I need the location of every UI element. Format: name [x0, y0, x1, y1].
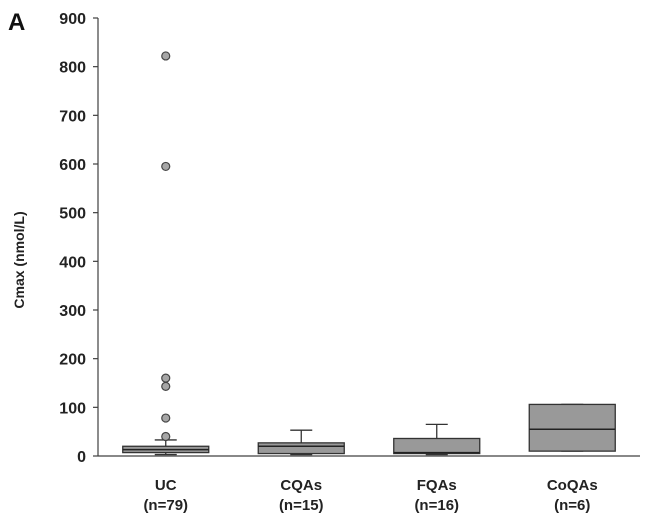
axes: 0 100 200 300 400 500 600 700 800 900 — [59, 11, 640, 466]
outlier-point — [161, 51, 171, 61]
x-category-label: UC — [155, 477, 177, 494]
y-tick-label: 400 — [59, 254, 86, 271]
x-category-label: FQAs — [417, 477, 457, 494]
outlier-point — [161, 413, 171, 423]
box-fqas — [393, 423, 481, 456]
y-tick-label: 100 — [59, 400, 86, 417]
y-tick-label: 300 — [59, 303, 86, 320]
outlier-point — [161, 373, 171, 383]
box-coqas — [528, 403, 616, 452]
x-category-n-label: (n=15) — [279, 497, 324, 514]
outlier-point — [161, 431, 171, 442]
y-tick-label: 600 — [59, 157, 86, 174]
x-category-label: CoQAs — [547, 477, 598, 494]
y-tick-label: 500 — [59, 206, 86, 223]
iqr-box — [257, 442, 345, 455]
x-axis-labels: UC (n=79) CQAs (n=15) FQAs (n=16) CoQAs (n=6) — [143, 477, 597, 514]
y-tick-label: 900 — [59, 11, 86, 28]
x-category-n-label: (n=79) — [143, 497, 188, 514]
boxes — [122, 51, 616, 456]
iqr-box — [528, 403, 616, 452]
y-tick-label: 800 — [59, 60, 86, 77]
x-category-n-label: (n=6) — [554, 497, 590, 514]
box-cqas — [257, 429, 345, 456]
outlier-point — [161, 161, 171, 172]
iqr-box — [393, 437, 481, 455]
box-uc — [122, 51, 210, 456]
x-category-label: CQAs — [280, 477, 322, 494]
y-tick-label: 700 — [59, 108, 86, 125]
y-tick-label: 200 — [59, 352, 86, 369]
x-category-n-label: (n=16) — [414, 497, 459, 514]
panel-label: A — [8, 9, 25, 36]
outlier-point — [161, 381, 171, 392]
y-tick-label: 0 — [77, 449, 86, 466]
y-axis-title: Cmax (nmol/L) — [11, 211, 27, 308]
